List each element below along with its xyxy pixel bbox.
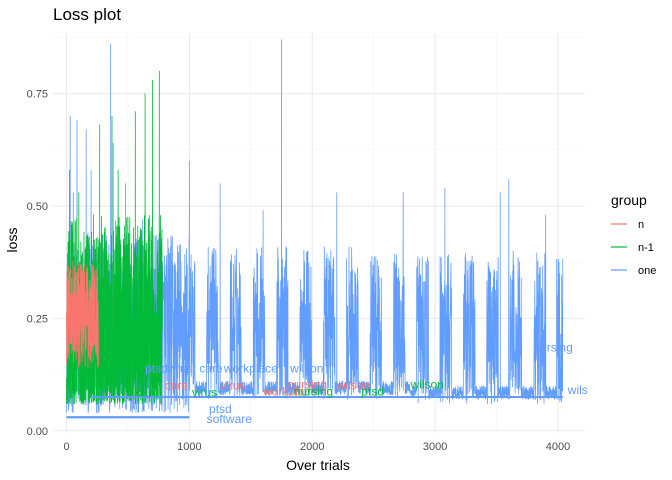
series-annotation: wils [567,383,588,397]
series-annotation: virus [167,361,192,375]
legend-label-n-1: n-1 [638,242,654,254]
legend-label-one: one [638,265,656,277]
y-tick-label: 0.25 [27,313,48,325]
legend: group n n-1 one [611,192,656,277]
series-annotation: virus [192,386,217,400]
series-annotation: ptsd [361,385,384,399]
x-tick-label: 2000 [300,441,324,453]
series-line-n-1 [66,70,163,405]
series-annotation: ptsd [145,361,168,375]
series-annotation: workplace [223,361,278,375]
chart-title: Loss plot [53,5,121,24]
series-layer [66,39,564,419]
series-annotation: care [135,386,159,400]
y-tick-label: 0.00 [27,426,48,438]
series-annotation: software [207,412,253,426]
series-annotation: care [165,378,189,392]
x-tick-label: 0 [63,441,69,453]
x-tick-label: 4000 [546,441,570,453]
series-annotation: ptsd [209,402,232,416]
series-annotation: nursing [533,341,572,355]
x-axis-ticks: 0 1000 2000 3000 4000 [63,441,570,453]
y-axis-label: loss [4,228,20,253]
x-tick-label: 3000 [423,441,447,453]
series-annotation: wilson [289,361,323,375]
series-line-n [66,260,99,368]
y-tick-label: 0.75 [27,89,48,101]
series-annotation: wilson [336,378,370,392]
y-axis-ticks: 0.00 0.25 0.50 0.75 [27,89,48,438]
x-tick-label: 1000 [177,441,201,453]
y-tick-label: 0.50 [27,201,48,213]
series-annotation: nursing [288,378,327,392]
series-annotation: nursing [294,385,333,399]
annotation-layer: ptsd virus care workplace wilsonnursingwilsp… [135,341,587,426]
legend-title: group [611,192,647,208]
series-annotation: virus [220,378,245,392]
series-annotation: wilson [410,378,444,392]
series-annotation: workplace [262,385,317,399]
x-axis-label: Over trials [286,457,350,473]
legend-label-n: n [638,219,644,231]
series-annotation: care [199,361,223,375]
